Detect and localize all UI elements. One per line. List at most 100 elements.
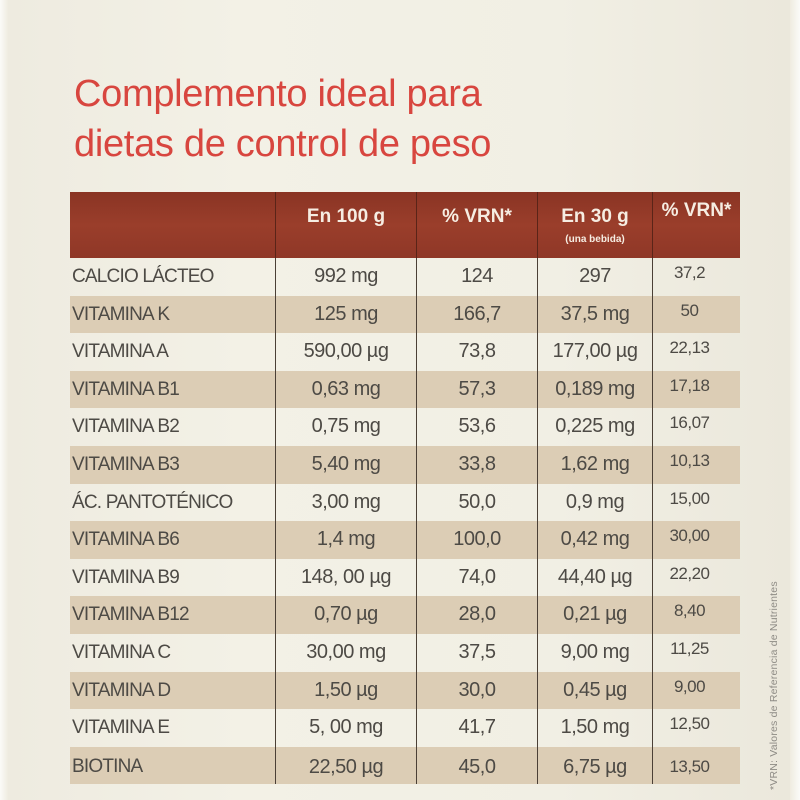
cell-vrn-30g: 17,18 [653, 370, 740, 409]
cell-nutrient: BIOTINA [70, 746, 276, 785]
table-row: VITAMINA B9 148, 00 µg 74,0 44,40 µg 22,… [70, 558, 740, 597]
title-line-1: Complemento ideal para [74, 73, 482, 116]
cell-vrn-100g: 166,7 [417, 295, 538, 334]
cell-per-100g: 1,50 µg [276, 671, 417, 710]
cell-per-100g: 125 mg [276, 295, 417, 334]
cell-per-30g: 9,00 mg [538, 633, 653, 672]
package-edge-left [0, 0, 8, 800]
cell-per-100g: 148, 00 µg [276, 558, 417, 597]
cell-vrn-100g: 57,3 [417, 370, 538, 409]
table-row: ÁC. PANTOTÉNICO 3,00 mg 50,0 0,9 mg 15,0… [70, 483, 740, 522]
cell-per-100g: 30,00 mg [276, 633, 417, 672]
table-row: BIOTINA 22,50 µg 45,0 6,75 µg 13,50 [70, 746, 740, 785]
cell-per-30g: 0,189 mg [538, 370, 653, 409]
cell-vrn-100g: 30,0 [417, 671, 538, 710]
table-row: VITAMINA B6 1,4 mg 100,0 0,42 mg 30,00 [70, 521, 740, 559]
cell-vrn-100g: 53,6 [417, 408, 538, 446]
cell-per-30g: 1,50 mg [538, 709, 653, 747]
cell-per-30g: 1,62 mg [538, 445, 653, 484]
cell-per-100g: 5, 00 mg [276, 709, 417, 747]
table-row: VITAMINA C 30,00 mg 37,5 9,00 mg 11,25 [70, 633, 740, 672]
cell-vrn-30g: 12,50 [669, 714, 710, 734]
cell-per-30g: 177,00 µg [538, 333, 653, 371]
cell-per-100g: 0,75 mg [276, 408, 417, 446]
cell-vrn-30g: 11,25 [670, 638, 709, 658]
cell-vrn-100g: 45,0 [417, 746, 538, 785]
cell-nutrient: VITAMINA B2 [70, 408, 276, 446]
cell-vrn-100g: 124 [417, 258, 538, 296]
package-edge-right [790, 0, 800, 800]
cell-per-100g: 1,4 mg [276, 521, 417, 559]
cell-nutrient: CALCIO LÁCTEO [70, 258, 276, 296]
cell-vrn-100g: 74,0 [417, 558, 538, 597]
cell-per-100g: 22,50 µg [276, 746, 417, 785]
table-row: VITAMINA B1 0,63 mg 57,3 0,189 mg 17,18 [70, 370, 740, 409]
cell-vrn-100g: 33,8 [417, 445, 538, 484]
cell-per-100g: 5,40 mg [276, 445, 417, 484]
cell-per-30g: 297 [538, 258, 653, 296]
cell-nutrient: VITAMINA E [70, 709, 276, 747]
cell-per-100g: 590,00 µg [276, 333, 417, 371]
title-line-2: dietas de control de peso [74, 123, 492, 166]
table-row: VITAMINA D 1,50 µg 30,0 0,45 µg 9,00 [70, 671, 740, 710]
header-per-30g-sublabel: (una bebida) [565, 234, 625, 245]
cell-per-30g: 0,21 µg [538, 596, 653, 634]
nutrition-table: En 100 g % VRN* En 30 g (una bebida) % V… [70, 192, 740, 785]
cell-vrn-100g: 73,8 [417, 333, 538, 371]
cell-per-100g: 3,00 mg [276, 483, 417, 522]
header-nutrient [70, 192, 276, 258]
cell-nutrient: VITAMINA C [70, 633, 276, 672]
cell-per-100g: 0,70 µg [276, 596, 417, 634]
header-vrn-100g-label: % VRN* [442, 206, 512, 227]
cell-vrn-30g: 30,00 [653, 521, 740, 559]
cell-vrn-30g: 13,50 [653, 746, 740, 785]
cell-nutrient: VITAMINA K [70, 295, 276, 334]
cell-vrn-30g: 16,07 [669, 413, 710, 433]
cell-vrn-100g: 41,7 [417, 709, 538, 747]
table-row: VITAMINA A 590,00 µg 73,8 177,00 µg 22,1… [70, 333, 740, 371]
cell-nutrient: ÁC. PANTOTÉNICO [70, 483, 276, 522]
table-header: En 100 g % VRN* En 30 g (una bebida) % V… [70, 192, 740, 258]
cell-vrn-30g: 10,13 [653, 445, 740, 484]
header-vrn-100g: % VRN* [417, 192, 538, 258]
cell-vrn-100g: 100,0 [417, 521, 538, 559]
cell-vrn-30g: 22,13 [669, 338, 710, 358]
cell-per-30g: 44,40 µg [538, 558, 653, 597]
table-row: VITAMINA B3 5,40 mg 33,8 1,62 mg 10,13 [70, 445, 740, 484]
cell-nutrient: VITAMINA B9 [70, 558, 276, 597]
table-row: VITAMINA B12 0,70 µg 28,0 0,21 µg 8,40 [70, 596, 740, 634]
cell-nutrient: VITAMINA B1 [70, 370, 276, 409]
page-title: Complemento ideal para dietas de control… [74, 69, 491, 169]
cell-per-30g: 37,5 mg [538, 295, 653, 334]
cell-nutrient: VITAMINA B3 [70, 445, 276, 484]
cell-vrn-30g: 15,00 [669, 488, 710, 508]
cell-vrn-30g: 22,20 [669, 563, 710, 583]
header-per-30g: En 30 g (una bebida) [538, 192, 653, 258]
cell-per-30g: 6,75 µg [538, 746, 653, 785]
header-vrn-30g: % VRN* [653, 192, 740, 258]
cell-nutrient: VITAMINA D [70, 671, 276, 710]
table-row: CALCIO LÁCTEO 992 mg 124 297 37,2 [70, 258, 740, 296]
cell-per-100g: 0,63 mg [276, 370, 417, 409]
cell-nutrient: VITAMINA B6 [70, 521, 276, 559]
cell-vrn-100g: 28,0 [417, 596, 538, 634]
table-row: VITAMINA K 125 mg 166,7 37,5 mg 50 [70, 295, 740, 334]
vrn-footnote: *VRN: Valores de Referencia de Nutriente… [768, 581, 780, 790]
cell-vrn-30g: 8,40 [653, 596, 740, 634]
cell-vrn-100g: 37,5 [417, 633, 538, 672]
header-per-100g-label: En 100 g [306, 206, 386, 227]
table-row: VITAMINA B2 0,75 mg 53,6 0,225 mg 16,07 [70, 408, 740, 446]
cell-per-30g: 0,45 µg [538, 671, 653, 710]
header-vrn-30g-label: % VRN* [661, 200, 732, 221]
cell-vrn-100g: 50,0 [417, 483, 538, 522]
cell-nutrient: VITAMINA A [70, 333, 276, 371]
cell-nutrient: VITAMINA B12 [70, 596, 276, 634]
header-per-100g: En 100 g [276, 192, 417, 258]
cell-vrn-30g: 50 [653, 295, 740, 334]
header-per-30g-label: En 30 g [561, 206, 629, 227]
cell-per-30g: 0,9 mg [538, 483, 653, 522]
cell-per-30g: 0,225 mg [538, 408, 653, 446]
cell-per-100g: 992 mg [276, 258, 417, 296]
table-row: VITAMINA E 5, 00 mg 41,7 1,50 mg 12,50 [70, 709, 740, 747]
cell-vrn-30g: 9,00 [653, 671, 740, 710]
